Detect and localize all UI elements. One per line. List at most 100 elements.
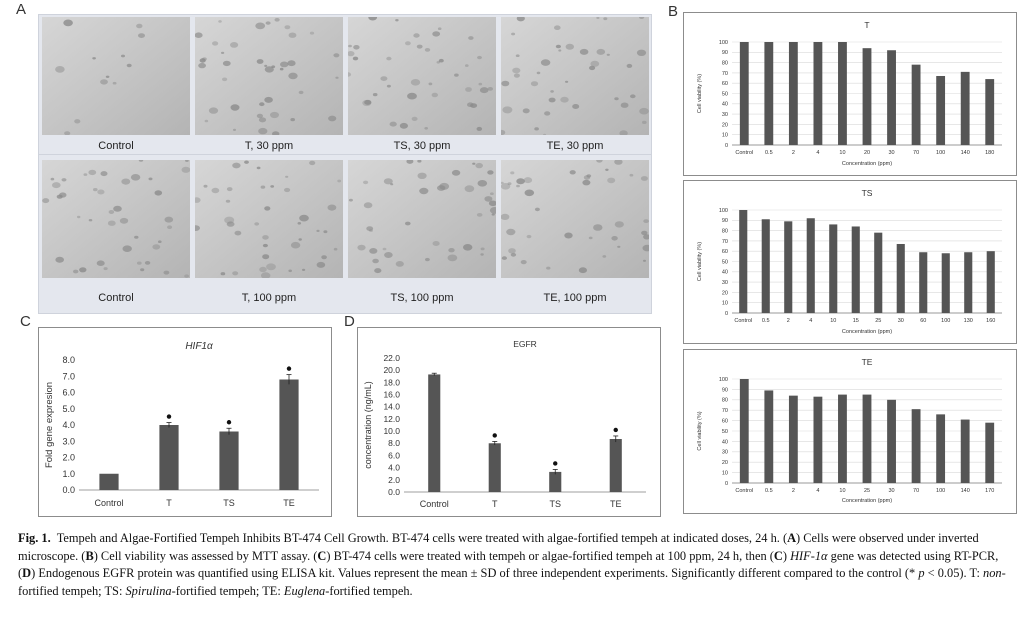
x-tick-label: 10 <box>830 318 836 324</box>
chart-b-ts: TS 0 10 20 30 40 50 60 70 80 90 100 Control 0.5 2 4 10 15… <box>683 180 1017 344</box>
x-tick-label: TE <box>283 498 295 508</box>
x-tick-label: 2 <box>787 318 790 324</box>
x-tick-label: 70 <box>913 488 919 494</box>
x-tick-label: 170 <box>985 488 994 494</box>
y-tick-label: 4.0 <box>62 420 75 430</box>
caption-text: -fortified tempeh; TS: <box>18 566 1006 598</box>
x-tick-label: 0.5 <box>765 488 773 494</box>
y-tick-label: 30 <box>722 112 728 118</box>
y-tick-label: 40 <box>722 439 728 445</box>
y-tick-label: 60 <box>722 419 728 425</box>
caption-text: < 0.05). T: <box>924 566 984 580</box>
y-tick-label: 10 <box>722 301 728 307</box>
y-axis-label: Cell viability (%) <box>697 242 703 281</box>
caption-text: gene was detected using RT-PCR, ( <box>18 548 999 581</box>
y-tick-label: 4.0 <box>388 463 400 473</box>
x-tick-label: 180 <box>985 150 994 156</box>
micrograph-image <box>344 14 496 135</box>
x-tick-label: 30 <box>888 150 894 156</box>
y-tick-label: 100 <box>719 208 728 214</box>
x-tick-label: T <box>492 499 498 509</box>
caption-text: BT-474 cells were treated with algae-for… <box>391 531 788 545</box>
panel-letter-b: B <box>668 3 679 20</box>
y-tick-label: 2.0 <box>388 475 400 485</box>
bar <box>911 64 921 145</box>
x-tick-label: 140 <box>961 150 970 156</box>
y-tick-label: 10.0 <box>383 426 400 436</box>
x-tick-label: 2 <box>792 488 795 494</box>
y-tick-label: 90 <box>722 218 728 224</box>
bar <box>788 42 798 145</box>
micrograph-label: Control <box>98 292 134 304</box>
y-tick-label: 60 <box>722 249 728 255</box>
significance-marker <box>613 427 618 433</box>
caption-text: ) Cells were observed under inverted mic… <box>18 531 979 563</box>
x-tick-label: 60 <box>920 318 926 324</box>
panel-letter-d: D <box>344 313 355 330</box>
y-tick-label: 50 <box>722 91 728 97</box>
y-tick-label: 100 <box>719 377 728 383</box>
x-tick-label: 100 <box>936 150 945 156</box>
chart-c-hif1a: HIF1α 0.0 1.0 2.0 3.0 4.0 5.0 6.0 7.0 8.0 Control T… <box>38 327 332 517</box>
bar <box>936 75 946 145</box>
bar <box>764 42 774 145</box>
x-tick-label: TS <box>223 498 235 508</box>
micrograph-image <box>191 160 343 279</box>
bar <box>985 79 995 145</box>
y-tick-label: 80 <box>722 398 728 404</box>
chart-title: TS <box>862 188 873 198</box>
bar <box>806 218 815 313</box>
micrograph-label: TS, 30 ppm <box>393 140 451 152</box>
bar <box>764 390 774 483</box>
y-tick-label: 0 <box>725 143 728 149</box>
caption-non: non <box>983 566 1002 580</box>
micrograph-label: TE, 30 ppm <box>546 140 604 152</box>
y-tick-label: 20 <box>722 290 728 296</box>
bar <box>919 252 928 313</box>
x-tick-label: 70 <box>913 150 919 156</box>
y-tick-label: 6.0 <box>62 388 75 398</box>
x-tick-label: 10 <box>839 488 845 494</box>
significance-marker <box>226 420 232 425</box>
y-axis-label: concentration (ng/mL) <box>363 381 373 469</box>
x-axis-label: Concentration (ppm) <box>842 161 892 167</box>
figure-caption: Fig. 1. Tempeh and Algae-Fortified Tempe… <box>18 530 1008 600</box>
micrograph-image <box>497 15 649 137</box>
y-tick-label: 12.0 <box>383 414 400 424</box>
x-tick-label: 25 <box>875 318 881 324</box>
micrograph-image <box>194 17 343 137</box>
caption-ref-d: D <box>22 566 32 580</box>
chart-b-te: TE 0 10 20 30 40 50 60 70 80 90 100 Control 0.5 2 4 10 25… <box>683 349 1017 514</box>
bar <box>279 379 299 490</box>
panel-letter-c: C <box>20 313 31 330</box>
bar <box>829 224 838 313</box>
x-tick-label: 140 <box>961 488 970 494</box>
x-tick-label: 20 <box>864 150 870 156</box>
x-tick-label: TE <box>610 499 622 509</box>
bar <box>986 251 995 313</box>
x-tick-label: Control <box>735 488 753 494</box>
bar <box>784 221 793 313</box>
micrograph-label: T, 30 ppm <box>244 140 294 152</box>
x-tick-label: 0.5 <box>765 150 773 156</box>
caption-text: ) Cell viability was assessed by MTT ass… <box>93 548 318 563</box>
x-tick-label: 30 <box>888 488 894 494</box>
caption-ref-b: B <box>85 548 94 563</box>
x-axis-label: Concentration (ppm) <box>842 329 892 335</box>
y-tick-label: 20 <box>722 460 728 466</box>
caption-gene: HIF-1α <box>790 548 828 563</box>
y-tick-label: 90 <box>722 387 728 393</box>
x-tick-label: T <box>166 498 172 508</box>
y-axis-label: Cell viability (%) <box>697 74 703 113</box>
bar <box>739 379 749 483</box>
x-tick-label: 10 <box>839 150 845 156</box>
x-tick-label: 0.5 <box>762 318 770 324</box>
bar <box>862 48 872 145</box>
micrograph-label: T, 100 ppm <box>241 292 297 304</box>
x-tick-label: 4 <box>816 150 819 156</box>
micrograph-label: Control <box>98 140 134 152</box>
bar <box>219 431 239 490</box>
bar <box>761 219 770 313</box>
caption-fig-number: Fig. 1. <box>18 531 51 545</box>
x-tick-label: TS <box>549 499 561 509</box>
